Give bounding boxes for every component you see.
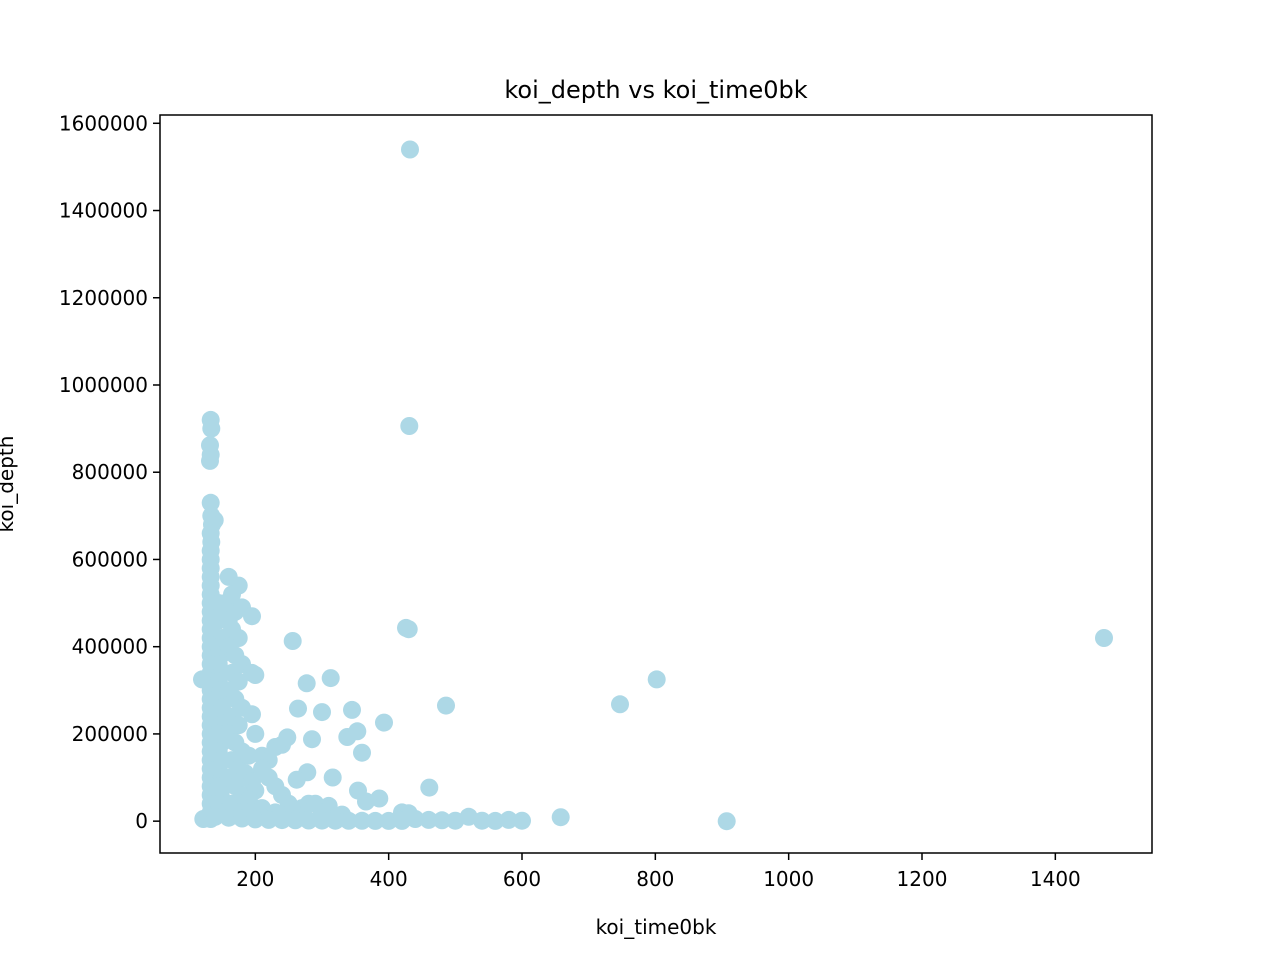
data-point	[313, 703, 331, 722]
x-axis-label: koi_time0bk	[596, 915, 717, 939]
y-tick-label: 200000	[72, 722, 148, 746]
y-tick-label: 1000000	[59, 373, 148, 397]
y-tick-label: 400000	[72, 635, 148, 659]
y-tick-label: 1400000	[59, 199, 148, 223]
x-tick-label: 1000	[763, 867, 814, 891]
points-layer	[193, 140, 1113, 831]
data-point	[201, 493, 220, 512]
data-point	[313, 811, 331, 830]
chart-title: koi_depth vs koi_time0bk	[504, 76, 807, 104]
data-point	[273, 811, 291, 830]
data-point	[353, 743, 371, 762]
data-point	[259, 810, 278, 829]
x-tick-label: 400	[370, 867, 408, 891]
data-point	[717, 812, 736, 831]
x-tick-label: 800	[636, 867, 674, 891]
data-point	[473, 811, 491, 830]
data-point	[233, 809, 251, 828]
data-point	[433, 811, 451, 830]
data-point	[366, 811, 385, 830]
data-point	[289, 699, 307, 718]
data-point	[406, 810, 425, 828]
data-point	[321, 669, 340, 688]
data-point	[393, 811, 411, 830]
plot-frame	[159, 114, 1153, 854]
data-point	[611, 695, 629, 714]
data-point	[323, 768, 342, 787]
x-tick-label: 600	[503, 867, 541, 891]
data-point	[206, 807, 225, 826]
data-point	[375, 713, 393, 732]
y-tick-label: 1600000	[59, 111, 148, 135]
data-point	[419, 810, 438, 829]
data-point	[299, 811, 318, 830]
data-point	[437, 696, 455, 715]
data-point	[286, 811, 305, 830]
data-point	[246, 724, 265, 743]
data-point	[246, 810, 265, 829]
data-point	[370, 789, 389, 808]
data-point	[348, 722, 367, 741]
data-point	[243, 607, 261, 626]
data-point	[239, 746, 258, 765]
data-point	[201, 451, 219, 470]
data-point	[647, 670, 666, 689]
y-tick-label: 600000	[72, 547, 148, 571]
x-tick-label: 200	[236, 867, 274, 891]
data-point	[287, 770, 306, 789]
data-point	[420, 778, 439, 797]
data-point	[379, 811, 398, 830]
data-point	[339, 811, 358, 830]
data-point	[193, 670, 211, 689]
data-point	[343, 700, 361, 719]
data-point	[399, 620, 418, 639]
data-point	[401, 140, 419, 159]
data-point	[353, 811, 371, 830]
data-point	[303, 730, 321, 749]
x-tick-label: 1400	[1030, 867, 1081, 891]
data-point	[1095, 629, 1113, 647]
data-point	[202, 419, 221, 438]
y-tick-label: 800000	[72, 460, 148, 484]
data-point	[326, 811, 345, 830]
data-point	[219, 808, 238, 827]
data-point	[246, 666, 265, 684]
data-point	[513, 811, 531, 830]
data-point	[551, 808, 570, 827]
x-tick-label: 1200	[897, 867, 948, 891]
data-point	[278, 728, 297, 747]
data-point	[499, 810, 518, 829]
data-point	[283, 632, 302, 650]
y-tick-label: 1200000	[59, 286, 148, 310]
y-tick-label: 0	[135, 809, 148, 833]
data-point	[243, 705, 261, 724]
ticks-layer: 200 400 600 800 1000 1200 1400 0 200000 400000 600…	[59, 111, 1081, 891]
data-point	[400, 417, 419, 435]
y-axis-label: koi_depth	[0, 436, 18, 533]
data-point	[486, 811, 505, 830]
data-point	[297, 674, 316, 693]
